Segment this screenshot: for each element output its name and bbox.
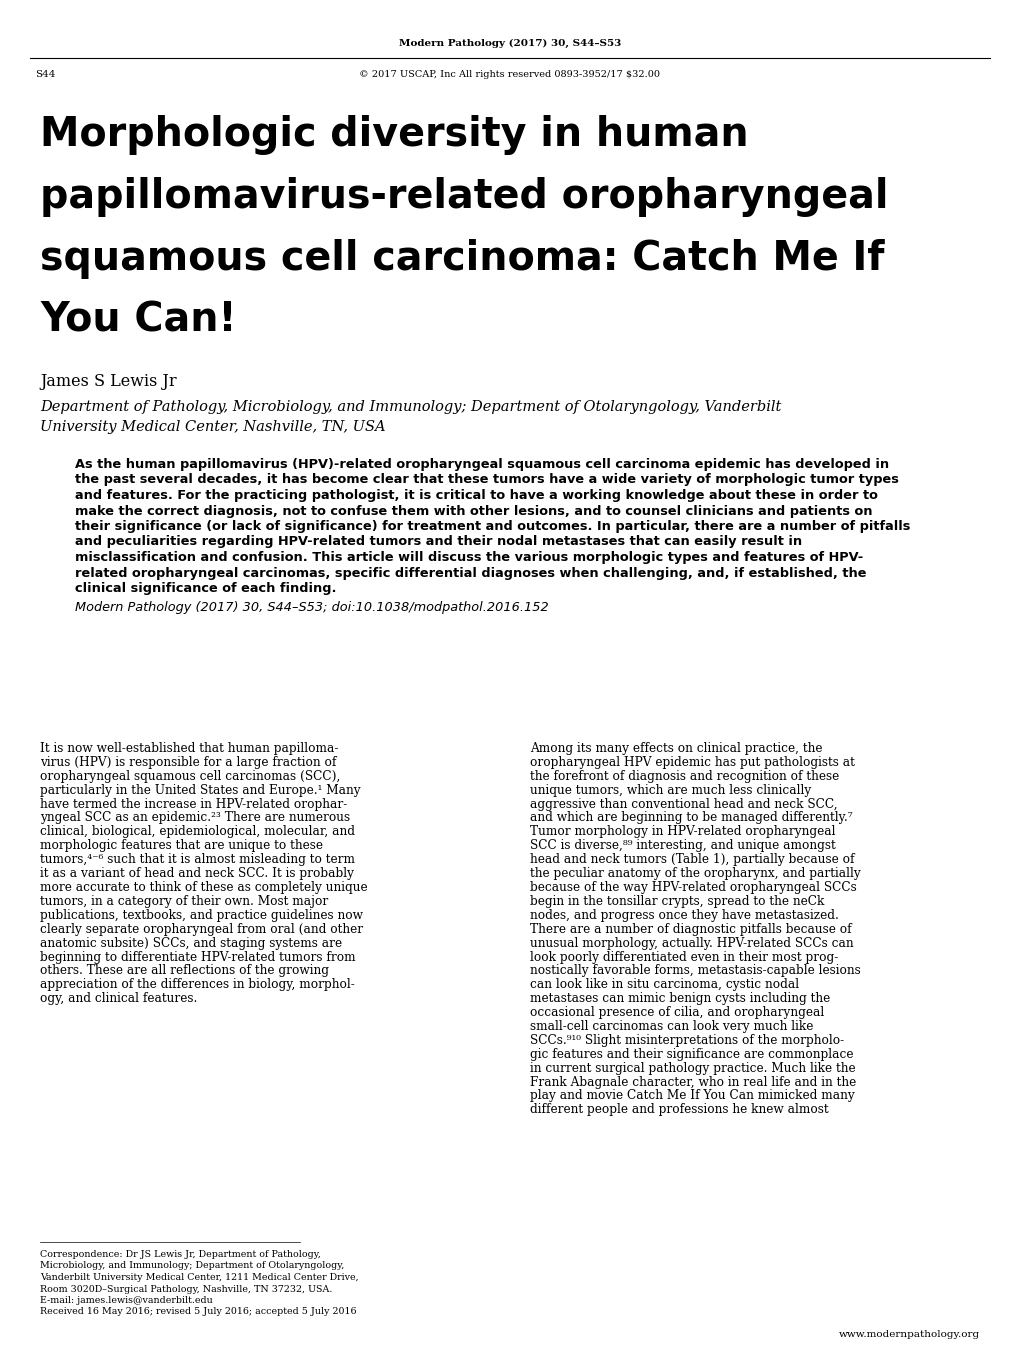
Text: misclassification and confusion. This article will discuss the various morpholog: misclassification and confusion. This ar…	[75, 551, 862, 564]
Text: gic features and their significance are commonplace: gic features and their significance are …	[530, 1047, 853, 1061]
Text: the forefront of diagnosis and recognition of these: the forefront of diagnosis and recogniti…	[530, 770, 839, 783]
Text: play and movie Catch Me If You Can mimicked many: play and movie Catch Me If You Can mimic…	[530, 1089, 854, 1103]
Text: papillomavirus-related oropharyngeal: papillomavirus-related oropharyngeal	[40, 178, 888, 217]
Text: head and neck tumors (Table 1), partially because of: head and neck tumors (Table 1), partiall…	[530, 854, 854, 866]
Text: Correspondence: Dr JS Lewis Jr, Department of Pathology,: Correspondence: Dr JS Lewis Jr, Departme…	[40, 1251, 321, 1259]
Text: It is now well-established that human papilloma-: It is now well-established that human pa…	[40, 743, 338, 755]
Text: University Medical Center, Nashville, TN, USA: University Medical Center, Nashville, TN…	[40, 420, 385, 434]
Text: SCCs.⁹¹⁰ Slight misinterpretations of the morpholo-: SCCs.⁹¹⁰ Slight misinterpretations of th…	[530, 1034, 844, 1047]
Text: appreciation of the differences in biology, morphol-: appreciation of the differences in biolo…	[40, 978, 355, 992]
Text: Frank Abagnale character, who in real life and in the: Frank Abagnale character, who in real li…	[530, 1076, 855, 1088]
Text: Tumor morphology in HPV-related oropharyngeal: Tumor morphology in HPV-related orophary…	[530, 825, 835, 839]
Text: and which are beginning to be managed differently.⁷: and which are beginning to be managed di…	[530, 812, 852, 824]
Text: Morphologic diversity in human: Morphologic diversity in human	[40, 115, 748, 154]
Text: morphologic features that are unique to these: morphologic features that are unique to …	[40, 839, 323, 852]
Text: can look like in situ carcinoma, cystic nodal: can look like in situ carcinoma, cystic …	[530, 978, 798, 992]
Text: virus (HPV) is responsible for a large fraction of: virus (HPV) is responsible for a large f…	[40, 756, 336, 768]
Text: www.modernpathology.org: www.modernpathology.org	[838, 1331, 979, 1339]
Text: begin in the tonsillar crypts, spread to the neCk: begin in the tonsillar crypts, spread to…	[530, 894, 823, 908]
Text: more accurate to think of these as completely unique: more accurate to think of these as compl…	[40, 881, 367, 894]
Text: their significance (or lack of significance) for treatment and outcomes. In part: their significance (or lack of significa…	[75, 520, 910, 533]
Text: © 2017 USCAP, Inc All rights reserved 0893-3952/17 $32.00: © 2017 USCAP, Inc All rights reserved 08…	[359, 70, 660, 79]
Text: in current surgical pathology practice. Much like the: in current surgical pathology practice. …	[530, 1062, 855, 1075]
Text: others. These are all reflections of the growing: others. These are all reflections of the…	[40, 965, 329, 977]
Text: the past several decades, it has become clear that these tumors have a wide vari: the past several decades, it has become …	[75, 473, 898, 486]
Text: it as a variant of head and neck SCC. It is probably: it as a variant of head and neck SCC. It…	[40, 867, 354, 881]
Text: You Can!: You Can!	[40, 301, 236, 341]
Text: because of the way HPV-related oropharyngeal SCCs: because of the way HPV-related oropharyn…	[530, 881, 856, 894]
Text: anatomic subsite) SCCs, and staging systems are: anatomic subsite) SCCs, and staging syst…	[40, 936, 341, 950]
Text: unusual morphology, actually. HPV-related SCCs can: unusual morphology, actually. HPV-relate…	[530, 936, 853, 950]
Text: and peculiarities regarding HPV-related tumors and their nodal metastases that c: and peculiarities regarding HPV-related …	[75, 535, 801, 549]
Text: tumors,⁴⁻⁶ such that it is almost misleading to term: tumors,⁴⁻⁶ such that it is almost mislea…	[40, 854, 355, 866]
Text: and features. For the practicing pathologist, it is critical to have a working k: and features. For the practicing patholo…	[75, 489, 877, 501]
Text: James S Lewis Jr: James S Lewis Jr	[40, 373, 176, 390]
Text: Received 16 May 2016; revised 5 July 2016; accepted 5 July 2016: Received 16 May 2016; revised 5 July 201…	[40, 1308, 357, 1317]
Text: Among its many effects on clinical practice, the: Among its many effects on clinical pract…	[530, 743, 821, 755]
Text: small-cell carcinomas can look very much like: small-cell carcinomas can look very much…	[530, 1020, 812, 1033]
Text: related oropharyngeal carcinomas, specific differential diagnoses when challengi: related oropharyngeal carcinomas, specif…	[75, 566, 866, 580]
Text: Department of Pathology, Microbiology, and Immunology; Department of Otolaryngol: Department of Pathology, Microbiology, a…	[40, 400, 781, 415]
Text: squamous cell carcinoma: Catch Me If: squamous cell carcinoma: Catch Me If	[40, 238, 883, 279]
Text: publications, textbooks, and practice guidelines now: publications, textbooks, and practice gu…	[40, 909, 363, 921]
Text: oropharyngeal HPV epidemic has put pathologists at: oropharyngeal HPV epidemic has put patho…	[530, 756, 854, 768]
Text: different people and professions he knew almost: different people and professions he knew…	[530, 1103, 827, 1117]
Text: beginning to differentiate HPV-related tumors from: beginning to differentiate HPV-related t…	[40, 950, 356, 963]
Text: E-mail: james.lewis@vanderbilt.edu: E-mail: james.lewis@vanderbilt.edu	[40, 1295, 213, 1305]
Text: Room 3020D–Surgical Pathology, Nashville, TN 37232, USA.: Room 3020D–Surgical Pathology, Nashville…	[40, 1285, 332, 1294]
Text: tumors, in a category of their own. Most major: tumors, in a category of their own. Most…	[40, 894, 328, 908]
Text: Vanderbilt University Medical Center, 1211 Medical Center Drive,: Vanderbilt University Medical Center, 12…	[40, 1272, 359, 1282]
Text: metastases can mimic benign cysts including the: metastases can mimic benign cysts includ…	[530, 992, 829, 1005]
Text: nodes, and progress once they have metastasized.: nodes, and progress once they have metas…	[530, 909, 838, 921]
Text: clinical, biological, epidemiological, molecular, and: clinical, biological, epidemiological, m…	[40, 825, 355, 839]
Text: occasional presence of cilia, and oropharyngeal: occasional presence of cilia, and oropha…	[530, 1007, 823, 1019]
Text: yngeal SCC as an epidemic.²³ There are numerous: yngeal SCC as an epidemic.²³ There are n…	[40, 812, 350, 824]
Text: Microbiology, and Immunology; Department of Otolaryngology,: Microbiology, and Immunology; Department…	[40, 1262, 344, 1271]
Text: Modern Pathology (2017) 30, S44–S53: Modern Pathology (2017) 30, S44–S53	[398, 38, 621, 47]
Text: clearly separate oropharyngeal from oral (and other: clearly separate oropharyngeal from oral…	[40, 923, 363, 936]
Text: look poorly differentiated even in their most prog-: look poorly differentiated even in their…	[530, 950, 838, 963]
Text: clinical significance of each finding.: clinical significance of each finding.	[75, 583, 336, 595]
Text: unique tumors, which are much less clinically: unique tumors, which are much less clini…	[530, 783, 810, 797]
Text: the peculiar anatomy of the oropharynx, and partially: the peculiar anatomy of the oropharynx, …	[530, 867, 860, 881]
Text: oropharyngeal squamous cell carcinomas (SCC),: oropharyngeal squamous cell carcinomas (…	[40, 770, 340, 783]
Text: As the human papillomavirus (HPV)-related oropharyngeal squamous cell carcinoma : As the human papillomavirus (HPV)-relate…	[75, 458, 889, 472]
Text: aggressive than conventional head and neck SCC,: aggressive than conventional head and ne…	[530, 798, 837, 810]
Text: ogy, and clinical features.: ogy, and clinical features.	[40, 992, 198, 1005]
Text: have termed the increase in HPV-related orophar-: have termed the increase in HPV-related …	[40, 798, 346, 810]
Text: There are a number of diagnostic pitfalls because of: There are a number of diagnostic pitfall…	[530, 923, 851, 936]
Text: SCC is diverse,⁸⁹ interesting, and unique amongst: SCC is diverse,⁸⁹ interesting, and uniqu…	[530, 839, 835, 852]
Text: Modern Pathology (2017) 30, S44–S53; doi:10.1038/modpathol.2016.152: Modern Pathology (2017) 30, S44–S53; doi…	[75, 602, 548, 614]
Text: nostically favorable forms, metastasis-capable lesions: nostically favorable forms, metastasis-c…	[530, 965, 860, 977]
Text: S44: S44	[35, 70, 55, 79]
Text: particularly in the United States and Europe.¹ Many: particularly in the United States and Eu…	[40, 783, 361, 797]
Text: make the correct diagnosis, not to confuse them with other lesions, and to couns: make the correct diagnosis, not to confu…	[75, 504, 871, 518]
